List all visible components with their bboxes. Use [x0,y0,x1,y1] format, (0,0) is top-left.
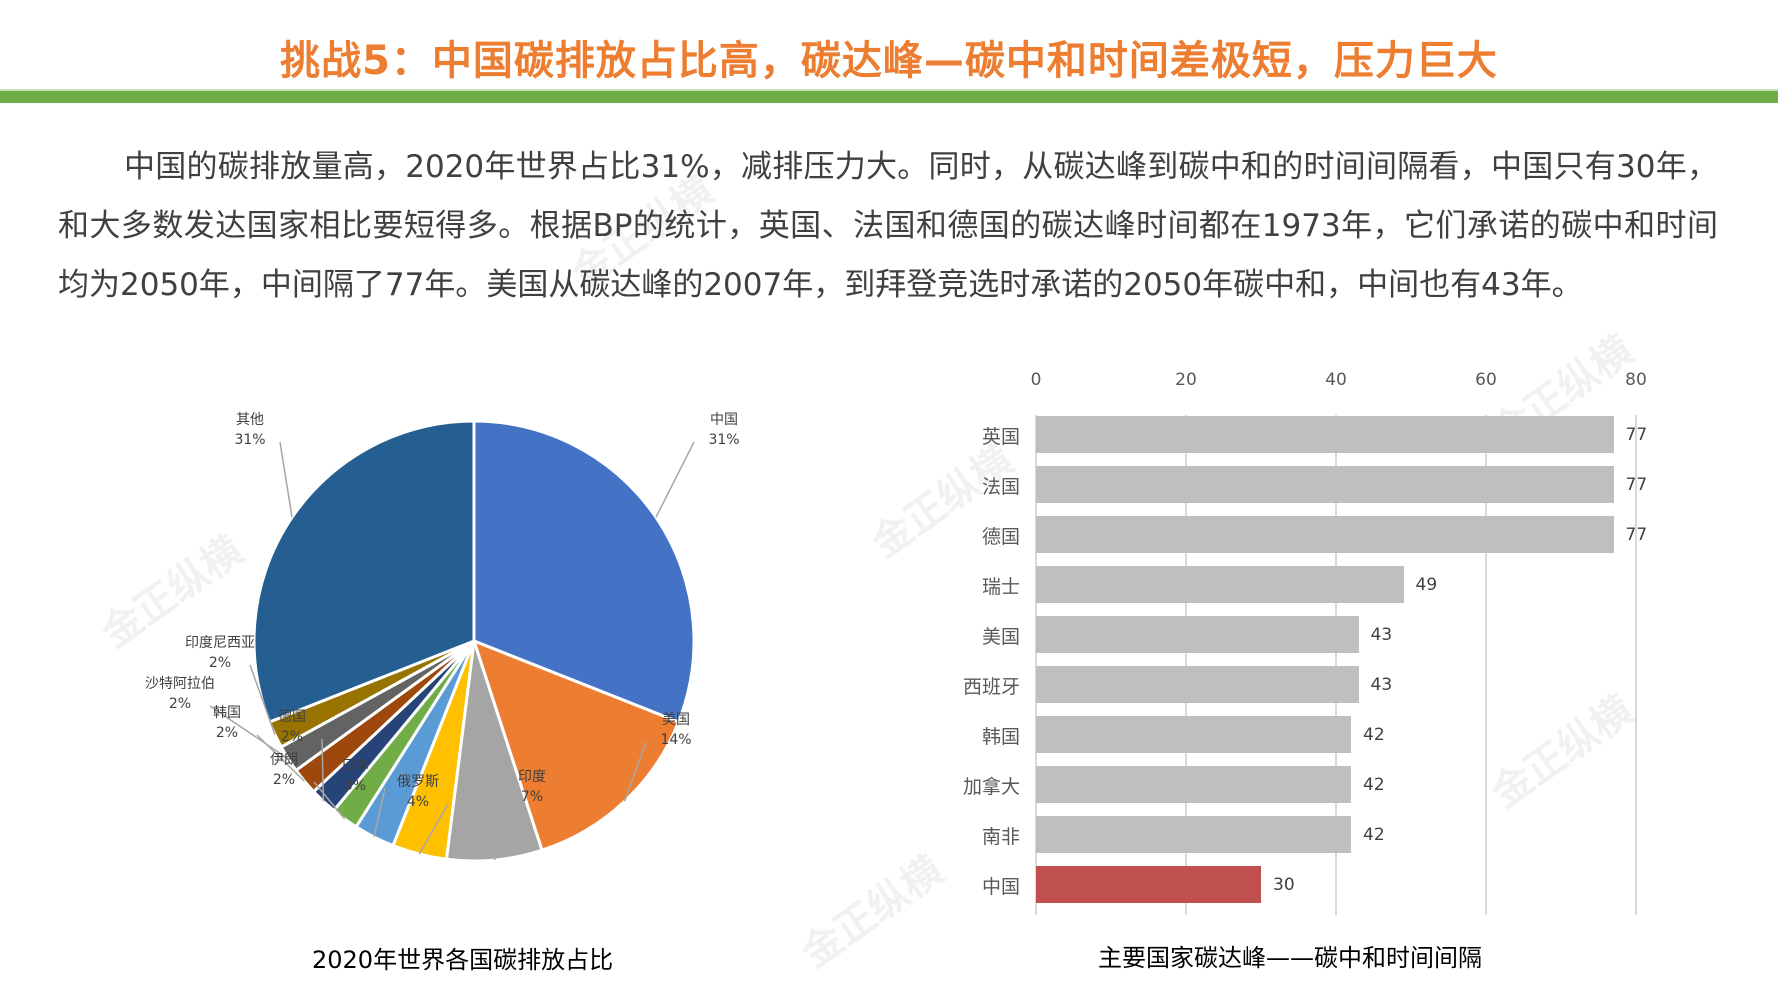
category-label: 法国 [981,476,1020,498]
pie-data-label: 印度 7% [518,769,546,805]
category-label: 加拿大 [962,776,1020,798]
pie-data-label: 中国 31% [708,412,740,448]
bar-value-label: 77 [1625,425,1648,445]
bar-value-label: 49 [1415,575,1438,595]
x-tick-label: 40 [1325,370,1347,390]
leader-line [313,781,346,820]
bar-chart: 0 20 40 60 80 英国 77 法国 77 德国 77 瑞士 49 美国 43 西班牙 43 韩国 42 加拿… [940,360,1700,972]
category-label: 中国 [981,876,1020,898]
bar [1036,766,1351,803]
leader-line [279,441,293,518]
bar-value-label: 30 [1273,875,1295,895]
category-label: 南非 [981,826,1020,848]
leader-line [321,738,325,802]
pie-data-label: 韩国 2% [213,705,241,741]
body-paragraph: 中国的碳排放量高，2020年世界占比31%，减排压力大。同时，从碳达峰到碳中和的… [58,149,1718,303]
bar [1036,516,1614,553]
bar-value-label: 77 [1625,525,1648,545]
bar-value-label: 42 [1363,775,1385,795]
page-title: 挑战5：中国碳排放占比高，碳达峰—碳中和时间差极短，压力巨大 [280,38,1498,84]
gridline [1635,415,1637,915]
x-tick-label: 80 [1625,370,1647,390]
pie-data-label: 日本 3% [341,758,369,794]
leader-line [493,798,503,861]
bar [1036,816,1351,853]
category-label: 德国 [981,526,1020,548]
category-label: 瑞士 [981,576,1020,598]
bar-chart-title: 主要国家碳达峰——碳中和时间间隔 [1098,944,1482,972]
pie-chart: 中国 31% 美国 14% 印度 7% 俄罗斯 4% 日本 3% 伊朗 2% 德国 2% 韩国 2% 沙特阿拉伯… [0,380,900,1000]
pie-data-label: 其他 31% [234,412,266,448]
pie-data-label: 伊朗 2% [270,752,298,788]
bar [1036,666,1359,703]
leader-line [249,664,276,735]
pie-data-label: 德国 2% [278,709,306,745]
category-label: 美国 [981,626,1020,648]
pie-data-label: 俄罗斯 4% [397,774,439,810]
x-tick-label: 60 [1475,370,1497,390]
category-label: 西班牙 [962,676,1020,698]
pie-data-label: 印度尼西亚 2% [185,635,255,671]
bar-value-label: 43 [1370,675,1393,695]
bar [1036,566,1404,603]
title-rule [0,91,1778,103]
bar-value-label: 42 [1363,725,1385,745]
category-label: 英国 [981,426,1020,448]
pie-slice-10 [252,419,476,724]
pie-data-label: 美国 14% [660,712,692,748]
leader-line [373,787,386,838]
bar-value-label: 77 [1625,475,1648,495]
leader-line [209,705,289,760]
bar [1036,716,1351,753]
bar-value-label: 43 [1370,625,1393,645]
bar [1036,866,1261,903]
title-rule-highlight [0,89,1778,91]
category-label: 韩国 [981,726,1020,748]
bar-value-label: 42 [1363,825,1385,845]
gridline [1035,415,1037,915]
pie-chart-title: 2020年世界各国碳排放占比 [312,946,614,974]
gridline [1185,415,1187,915]
gridline [1485,415,1487,915]
bar [1036,416,1614,453]
leader-line [623,741,647,802]
bar [1036,466,1614,503]
leader-line [655,441,695,518]
x-tick-label: 0 [1030,370,1042,390]
bar [1036,616,1359,653]
pie-data-label: 沙特阿拉伯 2% [145,676,215,712]
pie-slice-0 [472,419,696,724]
gridline [1335,415,1337,915]
leader-line [418,803,449,855]
x-tick-label: 20 [1175,370,1197,390]
pie-chart-plot [209,419,696,863]
